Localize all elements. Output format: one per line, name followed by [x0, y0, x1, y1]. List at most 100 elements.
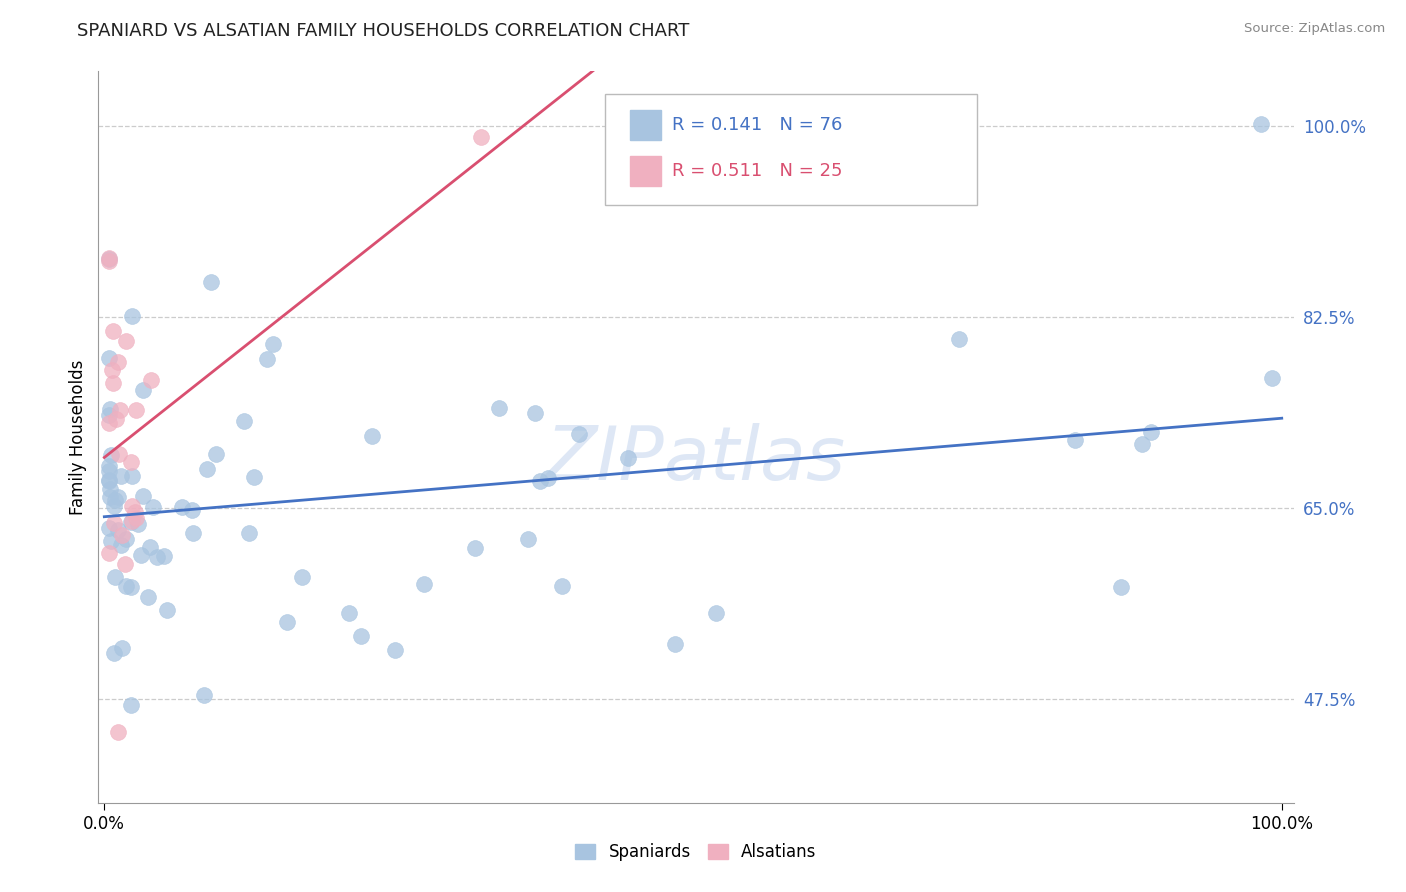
- Point: [121, 468, 143, 483]
- Point: [108, 402, 131, 417]
- Point: [107, 523, 129, 537]
- Point: [98, 253, 121, 268]
- Point: [121, 309, 143, 323]
- Point: [111, 640, 134, 655]
- Point: [120, 515, 142, 529]
- Point: [948, 332, 970, 346]
- Point: [120, 455, 142, 469]
- Point: [124, 505, 146, 519]
- Point: [349, 629, 371, 643]
- Point: [180, 503, 202, 517]
- Point: [704, 606, 727, 620]
- Point: [107, 355, 129, 369]
- Point: [121, 499, 143, 513]
- Point: [339, 607, 361, 621]
- Y-axis label: Family Households: Family Households: [69, 359, 87, 515]
- Point: [114, 579, 136, 593]
- Point: [1109, 580, 1132, 594]
- Point: [568, 426, 591, 441]
- Point: [98, 416, 121, 430]
- Point: [204, 447, 226, 461]
- Point: [120, 580, 142, 594]
- Point: [361, 429, 384, 443]
- Point: [110, 468, 132, 483]
- Point: [242, 470, 264, 484]
- Point: [256, 351, 278, 366]
- Point: [101, 324, 124, 338]
- Point: [523, 406, 546, 420]
- Point: [124, 510, 146, 524]
- Point: [413, 577, 436, 591]
- Point: [107, 724, 129, 739]
- Point: [107, 447, 129, 461]
- Point: [193, 688, 215, 702]
- Point: [107, 490, 129, 504]
- Point: [100, 533, 122, 548]
- Point: [291, 570, 314, 584]
- Point: [98, 490, 121, 504]
- Point: [1261, 371, 1284, 385]
- Point: [156, 603, 179, 617]
- Point: [98, 402, 121, 417]
- Legend: Spaniards, Alsatians: Spaniards, Alsatians: [569, 837, 823, 868]
- Point: [664, 636, 686, 650]
- Point: [276, 615, 298, 630]
- Point: [132, 383, 155, 397]
- Point: [200, 275, 222, 289]
- Point: [488, 401, 510, 416]
- Point: [129, 549, 152, 563]
- Point: [517, 532, 540, 546]
- Point: [103, 499, 125, 513]
- Point: [464, 541, 486, 555]
- Point: [152, 549, 174, 563]
- Point: [101, 376, 124, 390]
- Point: [114, 334, 136, 349]
- Point: [111, 528, 134, 542]
- Point: [121, 514, 143, 528]
- Point: [98, 521, 121, 535]
- Point: [132, 489, 155, 503]
- Point: [1250, 117, 1272, 131]
- Text: SPANIARD VS ALSATIAN FAMILY HOUSEHOLDS CORRELATION CHART: SPANIARD VS ALSATIAN FAMILY HOUSEHOLDS C…: [77, 22, 690, 40]
- Point: [529, 474, 551, 488]
- Text: ZIPatlas: ZIPatlas: [546, 423, 846, 495]
- Point: [384, 642, 406, 657]
- Point: [146, 550, 169, 565]
- Point: [537, 470, 560, 484]
- Point: [98, 474, 121, 488]
- Point: [172, 500, 194, 514]
- Point: [100, 448, 122, 462]
- Point: [98, 464, 121, 478]
- Point: [139, 373, 162, 387]
- Point: [1063, 433, 1085, 447]
- Point: [104, 569, 127, 583]
- Point: [120, 698, 142, 712]
- Point: [98, 546, 121, 560]
- Point: [124, 402, 146, 417]
- Point: [142, 500, 165, 515]
- Point: [617, 451, 640, 466]
- Point: [98, 351, 121, 365]
- Point: [114, 557, 136, 571]
- Point: [138, 540, 160, 554]
- Text: Source: ZipAtlas.com: Source: ZipAtlas.com: [1244, 22, 1385, 36]
- Point: [98, 482, 121, 496]
- Point: [197, 462, 219, 476]
- Point: [1130, 437, 1153, 451]
- Point: [181, 525, 204, 540]
- Point: [262, 336, 284, 351]
- Point: [1140, 425, 1163, 439]
- Point: [98, 408, 121, 422]
- Point: [232, 414, 254, 428]
- Point: [238, 525, 260, 540]
- Point: [98, 458, 121, 473]
- Point: [105, 412, 128, 426]
- Point: [98, 251, 121, 265]
- Point: [103, 516, 125, 530]
- Point: [98, 473, 121, 487]
- Point: [115, 532, 138, 546]
- Point: [550, 579, 572, 593]
- Point: [101, 362, 124, 376]
- Point: [103, 646, 125, 660]
- Point: [136, 590, 159, 604]
